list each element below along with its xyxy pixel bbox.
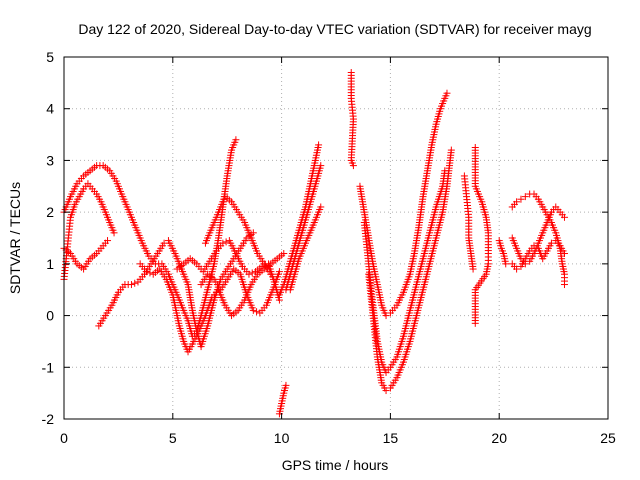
data-points (60, 69, 568, 418)
data-point (249, 306, 257, 314)
data-point (315, 141, 323, 149)
data-point (547, 239, 555, 247)
data-point (469, 265, 477, 273)
y-tick-label: 1 (46, 256, 54, 272)
y-tick-label: -2 (42, 411, 55, 427)
data-point (513, 265, 521, 273)
data-point (517, 195, 525, 203)
data-point (447, 146, 455, 154)
data-point (253, 308, 261, 316)
data-point (513, 198, 521, 206)
y-tick-labels: -2 -1 0 1 2 3 4 5 (42, 49, 55, 427)
data-point (560, 281, 568, 289)
data-point (521, 193, 529, 201)
x-tick-label: 5 (169, 430, 177, 446)
x-tick-label: 0 (60, 430, 68, 446)
data-point (282, 381, 290, 389)
data-point (248, 269, 256, 277)
data-point (232, 136, 240, 144)
data-point (143, 268, 151, 276)
grid (64, 57, 608, 419)
y-tick-label: 0 (46, 308, 54, 324)
data-point (349, 162, 357, 170)
data-point (222, 238, 230, 246)
data-point (261, 261, 269, 269)
y-tick-label: 3 (46, 152, 54, 168)
data-point (267, 270, 275, 278)
y-tick-label: 5 (46, 49, 54, 65)
x-tick-label: 10 (274, 430, 290, 446)
data-point (560, 213, 568, 221)
data-point (280, 250, 288, 258)
data-point (110, 229, 118, 237)
y-tick-label: -1 (42, 359, 55, 375)
data-point (443, 89, 451, 97)
x-tick-label: 20 (491, 430, 507, 446)
y-axis-label: SDTVAR / TECUs (7, 182, 23, 294)
chart-title: Day 122 of 2020, Sidereal Day-to-day VTE… (78, 21, 591, 37)
y-tick-label: 2 (46, 204, 54, 220)
data-point (530, 242, 538, 250)
plot-frame (63, 56, 609, 420)
data-point (127, 281, 135, 289)
data-point (245, 270, 253, 278)
x-tick-labels: 0 5 10 15 20 25 (60, 430, 616, 446)
data-point (560, 250, 568, 258)
x-axis-label: GPS time / hours (282, 457, 389, 473)
data-point (382, 387, 390, 395)
data-point (317, 162, 325, 170)
data-point (382, 312, 390, 320)
axis-ticks (63, 56, 609, 420)
x-tick-label: 15 (383, 430, 399, 446)
data-point (104, 237, 112, 245)
x-tick-label: 25 (600, 430, 616, 446)
data-point (502, 260, 510, 268)
y-tick-label: 4 (46, 101, 54, 117)
data-point (471, 319, 479, 327)
data-point (317, 203, 325, 211)
data-point (275, 268, 283, 276)
data-point (131, 279, 139, 287)
data-point (219, 239, 227, 247)
